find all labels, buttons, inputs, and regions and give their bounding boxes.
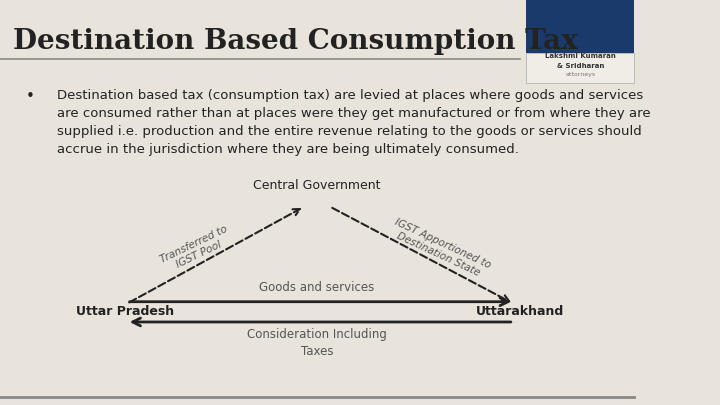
Text: •: •: [25, 89, 35, 104]
Text: Consideration Including
Taxes: Consideration Including Taxes: [247, 328, 387, 358]
Text: Central Government: Central Government: [253, 179, 381, 192]
Bar: [526, 0, 634, 53]
Bar: [526, 53, 634, 83]
Text: Destination based tax (consumption tax) are levied at places where goods and ser: Destination based tax (consumption tax) …: [57, 89, 651, 156]
Text: Goods and services: Goods and services: [259, 281, 374, 294]
Text: IGST Apportioned to
Destination State: IGST Apportioned to Destination State: [389, 217, 493, 281]
Text: Uttarakhand: Uttarakhand: [476, 305, 564, 318]
Text: Destination Based Consumption Tax: Destination Based Consumption Tax: [13, 28, 577, 55]
Text: Uttar Pradesh: Uttar Pradesh: [76, 305, 174, 318]
Text: Transferred to
IGST Pool: Transferred to IGST Pool: [159, 224, 235, 275]
Text: & Sridharan: & Sridharan: [557, 63, 604, 69]
Text: attorneys: attorneys: [565, 72, 595, 77]
Text: Lakshmi Kumaran: Lakshmi Kumaran: [545, 53, 616, 60]
